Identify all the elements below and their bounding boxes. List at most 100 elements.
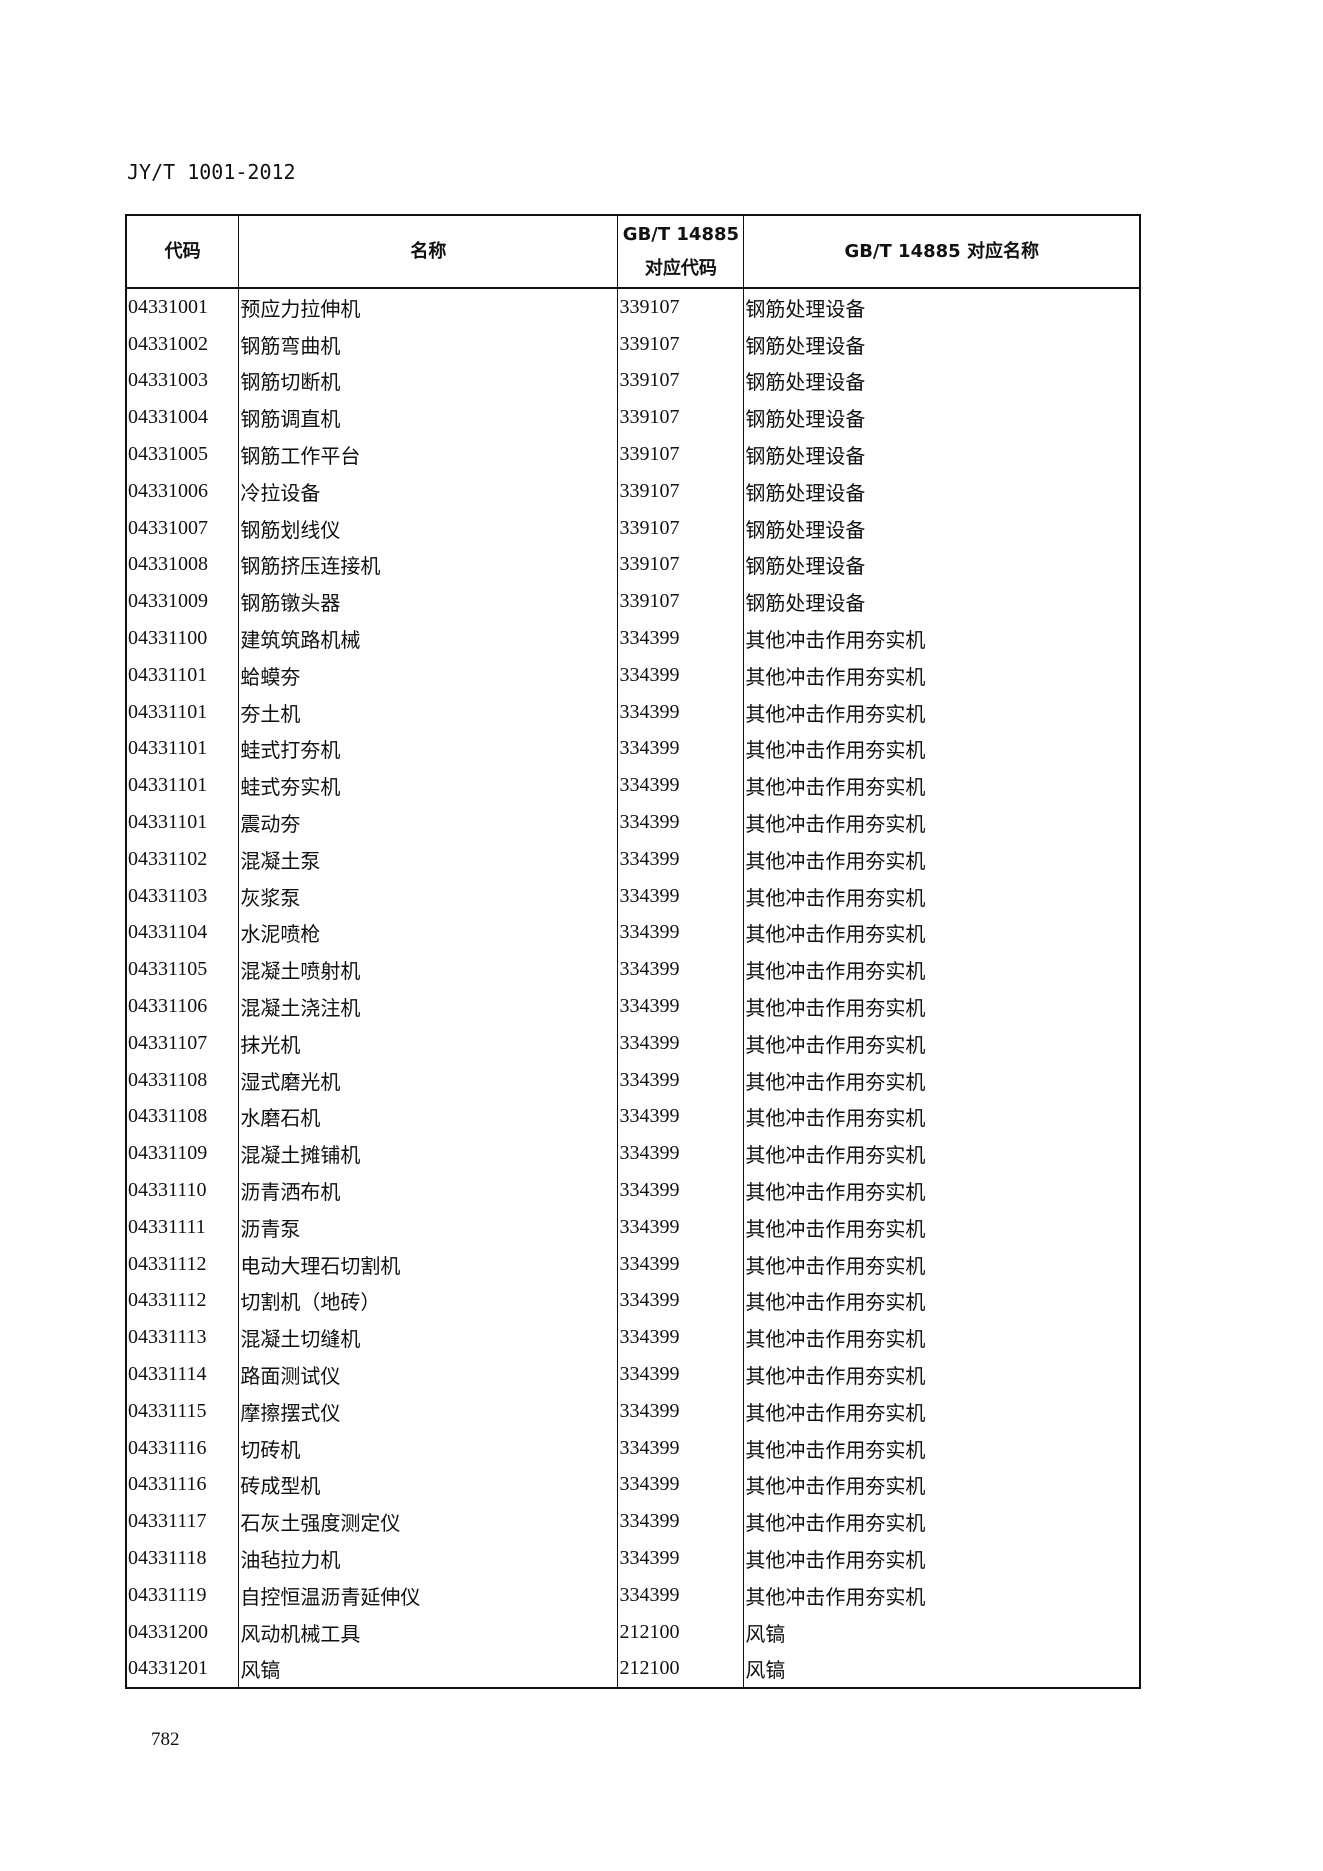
table-row: 04331101 夯土机 334399 其他冲击作用夯实机 (125, 693, 1141, 731)
code-cell: 04331201 (125, 1650, 240, 1689)
gb-code-cell: 339107 (617, 583, 745, 621)
table-row: 04331109 混凝土摊铺机 334399 其他冲击作用夯实机 (125, 1135, 1141, 1173)
code-cell: 04331111 (125, 1208, 240, 1246)
gb-name-cell: 钢筋处理设备 (743, 325, 1141, 363)
gb-code-cell: 339107 (617, 472, 745, 510)
code-cell: 04331006 (125, 472, 240, 510)
gb-code-cell: 339107 (617, 362, 745, 400)
table-row: 04331116 砖成型机 334399 其他冲击作用夯实机 (125, 1466, 1141, 1504)
gb-name-cell: 钢筋处理设备 (743, 546, 1141, 584)
table-row: 04331101 蛤蟆夯 334399 其他冲击作用夯实机 (125, 656, 1141, 694)
table-row: 04331104 水泥喷枪 334399 其他冲击作用夯实机 (125, 914, 1141, 952)
code-cell: 04331117 (125, 1503, 240, 1541)
gb-code-cell: 334399 (617, 877, 745, 915)
name-cell: 混凝土摊铺机 (238, 1135, 619, 1173)
gb-name-cell: 其他冲击作用夯实机 (743, 914, 1141, 952)
name-cell: 摩擦摆式仪 (238, 1392, 619, 1430)
code-cell: 04331105 (125, 951, 240, 989)
gb-name-cell: 其他冲击作用夯实机 (743, 1061, 1141, 1099)
code-cell: 04331116 (125, 1429, 240, 1467)
name-cell: 钢筋工作平台 (238, 436, 619, 473)
gb-code-cell: 339107 (617, 288, 745, 326)
code-cell: 04331108 (125, 1098, 240, 1136)
table-row: 04331110 沥青洒布机 334399 其他冲击作用夯实机 (125, 1172, 1141, 1209)
table-row: 04331119 自控恒温沥青延伸仪 334399 其他冲击作用夯实机 (125, 1576, 1141, 1614)
gb-code-cell: 212100 (617, 1650, 745, 1689)
gb-name-cell: 其他冲击作用夯实机 (743, 988, 1141, 1025)
code-cell: 04331101 (125, 730, 240, 768)
code-cell: 04331109 (125, 1135, 240, 1173)
name-cell: 混凝土泵 (238, 840, 619, 878)
name-cell: 混凝土切缝机 (238, 1319, 619, 1357)
column-header: GB/T 14885 对应名称 (743, 215, 1141, 289)
gb-name-cell: 其他冲击作用夯实机 (743, 1245, 1141, 1283)
gb-name-cell: 钢筋处理设备 (743, 399, 1141, 437)
gb-name-cell: 其他冲击作用夯实机 (743, 1466, 1141, 1504)
name-cell: 水泥喷枪 (238, 914, 619, 952)
name-cell: 湿式磨光机 (238, 1061, 619, 1099)
gb-code-cell: 339107 (617, 325, 745, 363)
name-cell: 建筑筑路机械 (238, 620, 619, 657)
gb-code-cell: 334399 (617, 1503, 745, 1541)
gb-code-cell: 334399 (617, 1245, 745, 1283)
table-row: 04331009 钢筋镦头器 339107 钢筋处理设备 (125, 583, 1141, 621)
gb-code-cell: 334399 (617, 988, 745, 1025)
table-row: 04331108 湿式磨光机 334399 其他冲击作用夯实机 (125, 1061, 1141, 1099)
gb-name-cell: 其他冲击作用夯实机 (743, 1024, 1141, 1062)
gb-name-cell: 其他冲击作用夯实机 (743, 1540, 1141, 1577)
gb-code-cell: 339107 (617, 399, 745, 437)
table-row: 04331103 灰浆泵 334399 其他冲击作用夯实机 (125, 877, 1141, 915)
table-row: 04331004 钢筋调直机 339107 钢筋处理设备 (125, 399, 1141, 437)
table-row: 04331101 震动夯 334399 其他冲击作用夯实机 (125, 804, 1141, 841)
table-row: 04331201 风镐 212100 风镐 (125, 1650, 1141, 1689)
code-cell: 04331102 (125, 840, 240, 878)
gb-name-cell: 其他冲击作用夯实机 (743, 1282, 1141, 1320)
name-cell: 蛙式夯实机 (238, 767, 619, 805)
gb-name-cell: 其他冲击作用夯实机 (743, 1172, 1141, 1209)
code-cell: 04331104 (125, 914, 240, 952)
gb-name-cell: 其他冲击作用夯实机 (743, 730, 1141, 768)
gb-code-cell: 339107 (617, 546, 745, 584)
name-cell: 钢筋切断机 (238, 362, 619, 400)
gb-code-cell: 334399 (617, 1024, 745, 1062)
table-row: 04331108 水磨石机 334399 其他冲击作用夯实机 (125, 1098, 1141, 1136)
name-cell: 切割机（地砖） (238, 1282, 619, 1320)
table-header-row: 代码 名称 GB/T 14885 对应代码 GB/T 14885 对应名称 (125, 215, 1141, 289)
gb-code-cell: 334399 (617, 1208, 745, 1246)
code-cell: 04331005 (125, 436, 240, 473)
table-row: 04331100 建筑筑路机械 334399 其他冲击作用夯实机 (125, 620, 1141, 657)
name-cell: 预应力拉伸机 (238, 288, 619, 326)
gb-name-cell: 其他冲击作用夯实机 (743, 1576, 1141, 1614)
gb-name-cell: 钢筋处理设备 (743, 472, 1141, 510)
page-number: 782 (151, 1729, 180, 1750)
column-header: 名称 (238, 215, 619, 289)
code-table: 代码 名称 GB/T 14885 对应代码 GB/T 14885 对应名称 043310… (125, 214, 1141, 1690)
code-cell: 04331107 (125, 1024, 240, 1062)
name-cell: 沥青泵 (238, 1208, 619, 1246)
table-row: 04331007 钢筋划线仪 339107 钢筋处理设备 (125, 509, 1141, 547)
gb-code-cell: 334399 (617, 1429, 745, 1467)
column-header: 代码 (125, 215, 240, 289)
gb-name-cell: 其他冲击作用夯实机 (743, 693, 1141, 731)
gb-code-cell: 334399 (617, 693, 745, 731)
gb-code-cell: 334399 (617, 1540, 745, 1577)
code-cell: 04331114 (125, 1356, 240, 1393)
gb-code-cell: 334399 (617, 1392, 745, 1430)
gb-name-cell: 钢筋处理设备 (743, 583, 1141, 621)
table-row: 04331002 钢筋弯曲机 339107 钢筋处理设备 (125, 325, 1141, 363)
gb-name-cell: 钢筋处理设备 (743, 362, 1141, 400)
name-cell: 混凝土喷射机 (238, 951, 619, 989)
table-row: 04331101 蛙式夯实机 334399 其他冲击作用夯实机 (125, 767, 1141, 805)
code-cell: 04331101 (125, 767, 240, 805)
name-cell: 风动机械工具 (238, 1613, 619, 1651)
gb-name-cell: 钢筋处理设备 (743, 436, 1141, 473)
gb-name-cell: 其他冲击作用夯实机 (743, 877, 1141, 915)
name-cell: 钢筋挤压连接机 (238, 546, 619, 584)
code-cell: 04331001 (125, 288, 240, 326)
gb-code-cell: 334399 (617, 1061, 745, 1099)
gb-name-cell: 风镐 (743, 1613, 1141, 1651)
gb-name-cell: 钢筋处理设备 (743, 509, 1141, 547)
code-cell: 04331118 (125, 1540, 240, 1577)
code-cell: 04331200 (125, 1613, 240, 1651)
name-cell: 灰浆泵 (238, 877, 619, 915)
